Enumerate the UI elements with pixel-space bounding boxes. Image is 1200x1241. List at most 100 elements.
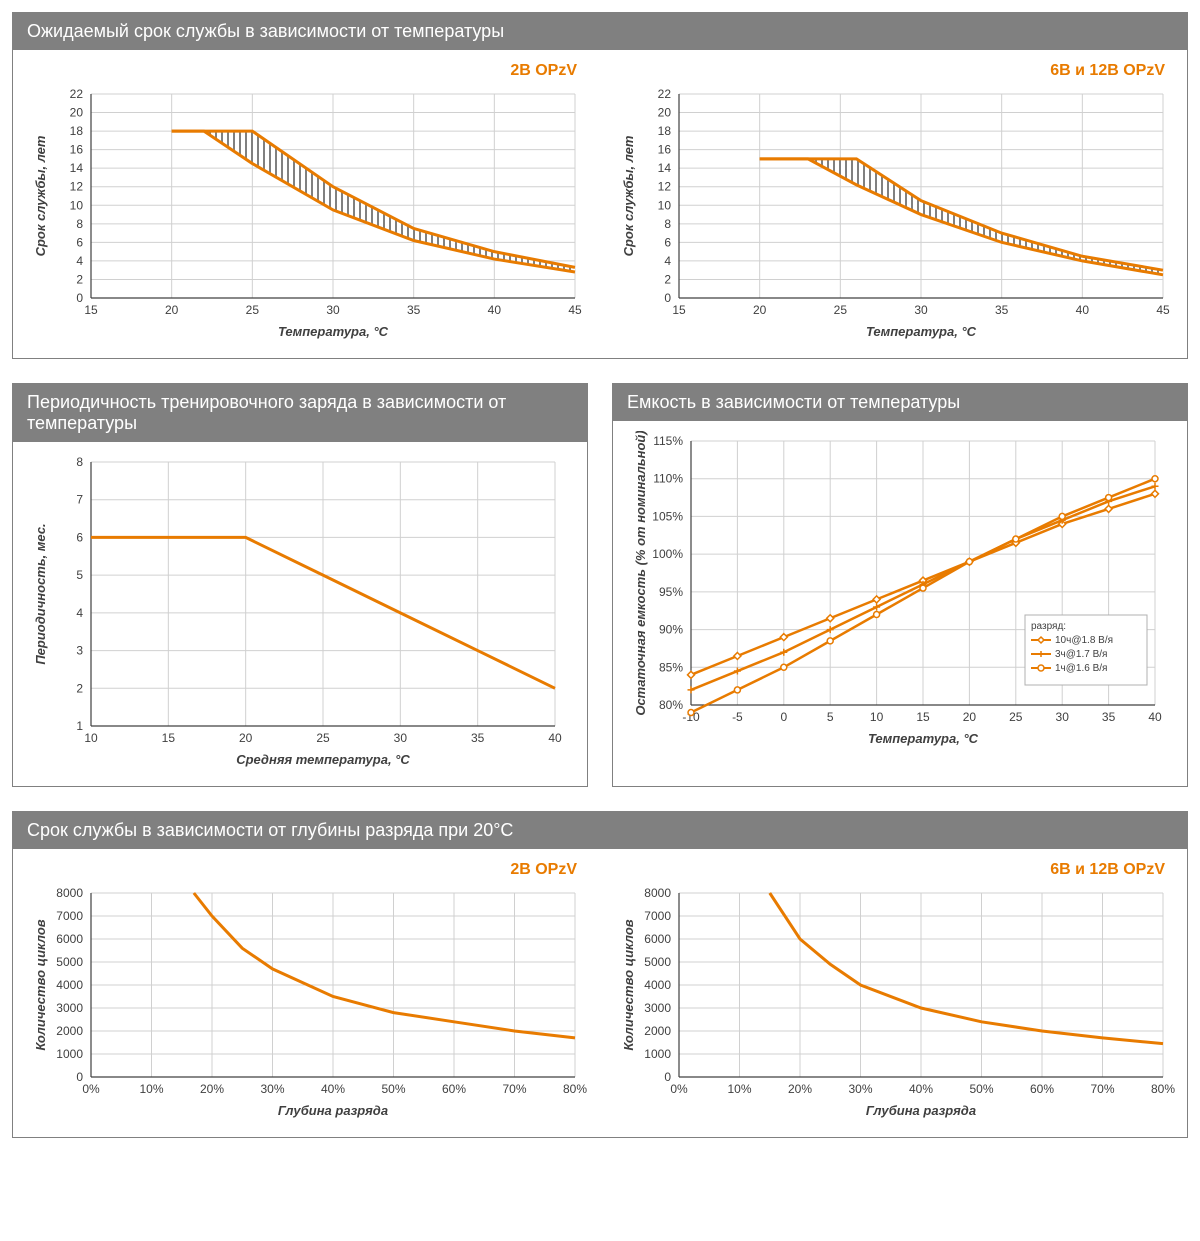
- svg-text:4: 4: [76, 606, 83, 620]
- svg-text:30: 30: [1056, 710, 1070, 724]
- svg-text:80%: 80%: [563, 1082, 587, 1096]
- svg-text:15: 15: [916, 710, 930, 724]
- svg-text:3: 3: [76, 644, 83, 658]
- svg-text:20: 20: [239, 731, 253, 745]
- section-body: 1015202530354012345678Средняя температур…: [13, 442, 587, 786]
- svg-text:7: 7: [76, 493, 83, 507]
- svg-text:50%: 50%: [381, 1082, 405, 1096]
- svg-text:6000: 6000: [56, 932, 83, 946]
- svg-text:0: 0: [664, 1070, 671, 1084]
- svg-text:12: 12: [70, 180, 84, 194]
- svg-text:0: 0: [76, 1070, 83, 1084]
- chart-title: 2В OPzV: [27, 859, 587, 883]
- svg-text:8: 8: [664, 217, 671, 231]
- svg-text:2: 2: [76, 681, 83, 695]
- svg-text:40%: 40%: [909, 1082, 933, 1096]
- svg-text:0%: 0%: [82, 1082, 100, 1096]
- svg-text:10: 10: [870, 710, 884, 724]
- svg-text:20: 20: [753, 303, 767, 317]
- svg-text:5000: 5000: [56, 955, 83, 969]
- svg-text:40: 40: [548, 731, 562, 745]
- svg-text:18: 18: [70, 124, 84, 138]
- svg-text:8000: 8000: [56, 886, 83, 900]
- svg-text:40%: 40%: [321, 1082, 345, 1096]
- svg-text:1000: 1000: [56, 1047, 83, 1061]
- svg-text:10: 10: [70, 198, 84, 212]
- svg-text:22: 22: [658, 87, 672, 101]
- svg-text:10: 10: [84, 731, 98, 745]
- svg-text:Срок службы, лет: Срок службы, лет: [621, 135, 636, 256]
- svg-text:90%: 90%: [659, 623, 683, 637]
- chart-refresh: 1015202530354012345678Средняя температур…: [27, 452, 573, 772]
- chart-2v-opzv: 2В OPzV 15202530354045024681012141618202…: [27, 60, 587, 344]
- svg-text:8: 8: [76, 217, 83, 231]
- svg-text:1: 1: [76, 719, 83, 733]
- svg-text:100%: 100%: [652, 547, 683, 561]
- svg-text:Периодичность, мес.: Периодичность, мес.: [33, 523, 48, 664]
- svg-text:30: 30: [394, 731, 408, 745]
- chart-svg-holder: 0%10%20%30%40%50%60%70%80%01000200030004…: [27, 883, 587, 1123]
- svg-text:14: 14: [70, 161, 84, 175]
- svg-text:40: 40: [1076, 303, 1090, 317]
- svg-text:6: 6: [664, 235, 671, 249]
- svg-text:10%: 10%: [139, 1082, 163, 1096]
- svg-text:35: 35: [407, 303, 421, 317]
- section-refresh-interval: Периодичность тренировочного заряда в за…: [12, 383, 588, 787]
- svg-text:10: 10: [658, 198, 672, 212]
- svg-text:95%: 95%: [659, 585, 683, 599]
- chart-title: 6В и 12В OPzV: [615, 859, 1175, 883]
- svg-text:7000: 7000: [56, 909, 83, 923]
- chart-svg-holder: 152025303540450246810121416182022Темпера…: [27, 84, 587, 344]
- svg-text:22: 22: [70, 87, 84, 101]
- svg-text:2: 2: [76, 272, 83, 286]
- svg-text:30%: 30%: [848, 1082, 872, 1096]
- svg-text:60%: 60%: [1030, 1082, 1054, 1096]
- svg-text:20: 20: [658, 106, 672, 120]
- row-two-panels: Периодичность тренировочного заряда в за…: [12, 383, 1188, 787]
- section-header: Периодичность тренировочного заряда в за…: [13, 384, 587, 442]
- svg-text:25: 25: [246, 303, 260, 317]
- svg-text:7000: 7000: [644, 909, 671, 923]
- svg-text:2000: 2000: [56, 1024, 83, 1038]
- svg-text:105%: 105%: [652, 509, 683, 523]
- svg-text:разряд:: разряд:: [1031, 621, 1066, 632]
- svg-text:Температура, °C: Температура, °C: [278, 324, 389, 339]
- svg-text:0%: 0%: [670, 1082, 688, 1096]
- svg-text:Глубина разряда: Глубина разряда: [866, 1103, 976, 1118]
- svg-text:20: 20: [165, 303, 179, 317]
- section-cycles-vs-dod: Срок службы в зависимости от глубины раз…: [12, 811, 1188, 1138]
- svg-text:15: 15: [162, 731, 176, 745]
- svg-text:30: 30: [914, 303, 928, 317]
- svg-text:2000: 2000: [644, 1024, 671, 1038]
- svg-text:70%: 70%: [502, 1082, 526, 1096]
- svg-text:4: 4: [664, 254, 671, 268]
- svg-text:35: 35: [995, 303, 1009, 317]
- section-body: 2В OPzV 0% 10% 20% 30% 40% 50% 60% 70% 80% 0 1000 2…: [13, 849, 1187, 1137]
- svg-text:70%: 70%: [1090, 1082, 1114, 1096]
- svg-text:14: 14: [658, 161, 672, 175]
- svg-text:30: 30: [326, 303, 340, 317]
- svg-text:80%: 80%: [1151, 1082, 1175, 1096]
- chart-title: 6В и 12В OPzV: [615, 60, 1175, 84]
- chart-cycles-6v12v: 6В и 12В OPzV 0%10%20%30%40%50%60%70%80%…: [615, 859, 1175, 1123]
- section-header: Емкость в зависимости от температуры: [613, 384, 1187, 421]
- svg-text:8: 8: [76, 455, 83, 469]
- svg-text:110%: 110%: [653, 472, 683, 486]
- svg-text:35: 35: [1102, 710, 1116, 724]
- svg-text:5: 5: [827, 710, 834, 724]
- svg-text:1000: 1000: [644, 1047, 671, 1061]
- svg-text:20%: 20%: [200, 1082, 224, 1096]
- svg-text:40: 40: [488, 303, 502, 317]
- chart-svg-holder: 1015202530354012345678Средняя температур…: [27, 452, 573, 772]
- svg-text:Температура, °C: Температура, °C: [868, 731, 979, 746]
- chart-cycles-2v: 2В OPzV 0%10%20%30%40%50%60%70%80%010002…: [27, 859, 587, 1123]
- svg-text:25: 25: [1009, 710, 1023, 724]
- svg-text:85%: 85%: [659, 660, 683, 674]
- svg-text:30%: 30%: [260, 1082, 284, 1096]
- svg-text:1ч@1.6 В/я: 1ч@1.6 В/я: [1055, 663, 1107, 674]
- svg-text:6000: 6000: [644, 932, 671, 946]
- svg-text:15: 15: [672, 303, 686, 317]
- svg-text:10%: 10%: [727, 1082, 751, 1096]
- svg-text:Остаточная емкость (% от номин: Остаточная емкость (% от номинальной): [633, 431, 648, 716]
- svg-text:0: 0: [76, 291, 83, 305]
